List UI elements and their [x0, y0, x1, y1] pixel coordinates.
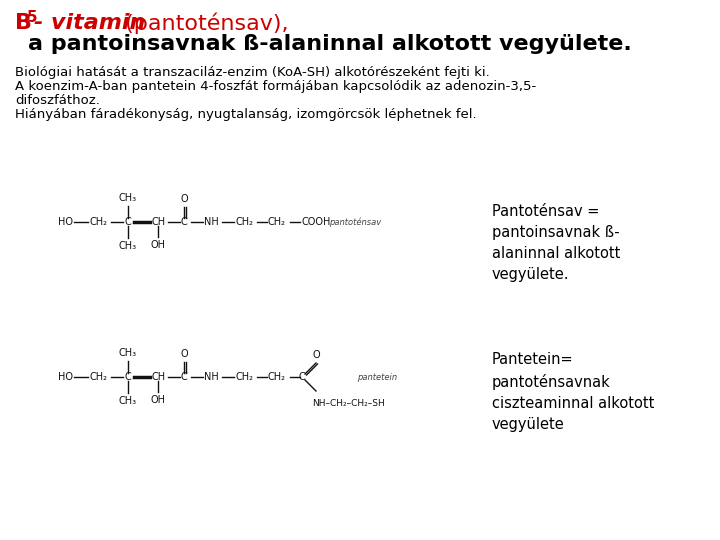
- Text: CH₂: CH₂: [268, 217, 286, 227]
- Text: C: C: [125, 217, 131, 227]
- Text: CH₂: CH₂: [89, 372, 107, 382]
- Text: COOH: COOH: [301, 217, 330, 227]
- Text: HO: HO: [58, 217, 73, 227]
- Text: C: C: [125, 372, 131, 382]
- Text: (pantoténsav),: (pantoténsav),: [118, 13, 289, 35]
- Text: B: B: [15, 13, 32, 33]
- Text: OH: OH: [150, 240, 166, 250]
- Text: CH₃: CH₃: [119, 193, 137, 203]
- Text: OH: OH: [150, 395, 166, 405]
- Text: O: O: [180, 194, 188, 204]
- Text: pantoténsav: pantoténsav: [329, 217, 382, 227]
- Text: pantetein: pantetein: [357, 373, 397, 381]
- Text: O: O: [312, 350, 320, 360]
- Text: CH₂: CH₂: [235, 372, 253, 382]
- Text: C: C: [181, 217, 187, 227]
- Text: CH₂: CH₂: [89, 217, 107, 227]
- Text: Pantetein=
pantoténsavnak
ciszteaminnal alkotott
vegyülete: Pantetein= pantoténsavnak ciszteaminnal …: [492, 352, 654, 431]
- Text: HO: HO: [58, 372, 73, 382]
- Text: C: C: [299, 372, 305, 382]
- Text: CH₃: CH₃: [119, 241, 137, 251]
- Text: O: O: [180, 349, 188, 359]
- Text: CH: CH: [151, 217, 165, 227]
- Text: NH: NH: [204, 217, 219, 227]
- Text: CH₂: CH₂: [268, 372, 286, 382]
- Text: CH: CH: [151, 372, 165, 382]
- Text: 5: 5: [27, 10, 37, 25]
- Text: C: C: [181, 372, 187, 382]
- Text: Biológiai hatását a transzaciláz-enzim (KoA-SH) alkotórészeként fejti ki.: Biológiai hatását a transzaciláz-enzim (…: [15, 66, 490, 79]
- Text: CH₃: CH₃: [119, 348, 137, 358]
- Text: NH–CH₂–CH₂–SH: NH–CH₂–CH₂–SH: [312, 399, 384, 408]
- Text: difoszfáthoz.: difoszfáthoz.: [15, 94, 100, 107]
- Text: NH: NH: [204, 372, 219, 382]
- Text: Pantoténsav =
pantoinsavnak ß-
alaninnal alkotott
vegyülete.: Pantoténsav = pantoinsavnak ß- alaninnal…: [492, 204, 621, 282]
- Text: CH₃: CH₃: [119, 396, 137, 406]
- Text: A koenzim-A-ban pantetein 4-foszfát formájában kapcsolódik az adenozin-3,5-: A koenzim-A-ban pantetein 4-foszfát form…: [15, 80, 536, 93]
- Text: - vitamin: - vitamin: [34, 13, 145, 33]
- Text: Hiányában fáradékonyság, nyugtalanság, izomgörcsök léphetnek fel.: Hiányában fáradékonyság, nyugtalanság, i…: [15, 108, 477, 121]
- Text: a pantoinsavnak ß-alaninnal alkotott vegyülete.: a pantoinsavnak ß-alaninnal alkotott veg…: [28, 34, 631, 54]
- Text: CH₂: CH₂: [235, 217, 253, 227]
